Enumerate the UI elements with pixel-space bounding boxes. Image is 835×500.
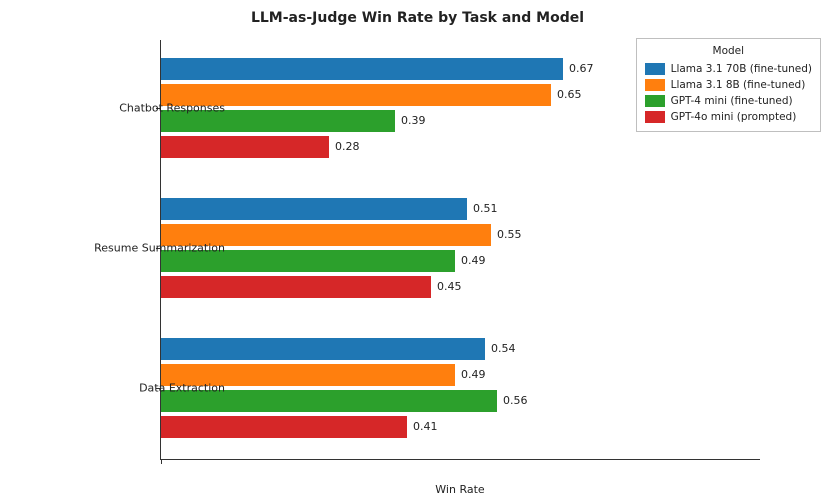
chart-title: LLM-as-Judge Win Rate by Task and Model — [0, 10, 835, 26]
bar — [161, 416, 407, 438]
legend-label: Llama 3.1 70B (fine-tuned) — [671, 61, 812, 77]
bar — [161, 198, 467, 220]
legend-item: Llama 3.1 8B (fine-tuned) — [645, 77, 812, 93]
y-category-label: Chatbot Responses — [75, 102, 225, 115]
legend-label: GPT-4 mini (fine-tuned) — [671, 93, 793, 109]
legend-swatch — [645, 63, 665, 75]
bar-value-label: 0.39 — [401, 114, 426, 127]
bar — [161, 136, 329, 158]
bar-value-label: 0.49 — [461, 368, 486, 381]
bar — [161, 58, 563, 80]
bar — [161, 276, 431, 298]
legend-title: Model — [645, 45, 812, 57]
y-category-label: Resume Summarization — [75, 242, 225, 255]
bar-value-label: 0.54 — [491, 342, 516, 355]
bar-value-label: 0.41 — [413, 420, 438, 433]
x-tick — [161, 459, 162, 464]
bar-value-label: 0.56 — [503, 394, 528, 407]
legend-label: GPT-4o mini (prompted) — [671, 109, 797, 125]
legend-swatch — [645, 79, 665, 91]
bar-value-label: 0.51 — [473, 202, 498, 215]
legend-swatch — [645, 111, 665, 123]
legend-item: GPT-4 mini (fine-tuned) — [645, 93, 812, 109]
bar-value-label: 0.67 — [569, 62, 594, 75]
bar-value-label: 0.65 — [557, 88, 582, 101]
bar-value-label: 0.45 — [437, 280, 462, 293]
bar-value-label: 0.28 — [335, 140, 360, 153]
bar-value-label: 0.49 — [461, 254, 486, 267]
y-category-label: Data Extraction — [75, 382, 225, 395]
winrate-chart: LLM-as-Judge Win Rate by Task and Model … — [0, 0, 835, 500]
legend-item: GPT-4o mini (prompted) — [645, 109, 812, 125]
legend: Model Llama 3.1 70B (fine-tuned)Llama 3.… — [636, 38, 821, 132]
legend-swatch — [645, 95, 665, 107]
bar-value-label: 0.55 — [497, 228, 522, 241]
x-axis-label: Win Rate — [160, 483, 760, 496]
legend-item: Llama 3.1 70B (fine-tuned) — [645, 61, 812, 77]
bar — [161, 338, 485, 360]
legend-label: Llama 3.1 8B (fine-tuned) — [671, 77, 806, 93]
